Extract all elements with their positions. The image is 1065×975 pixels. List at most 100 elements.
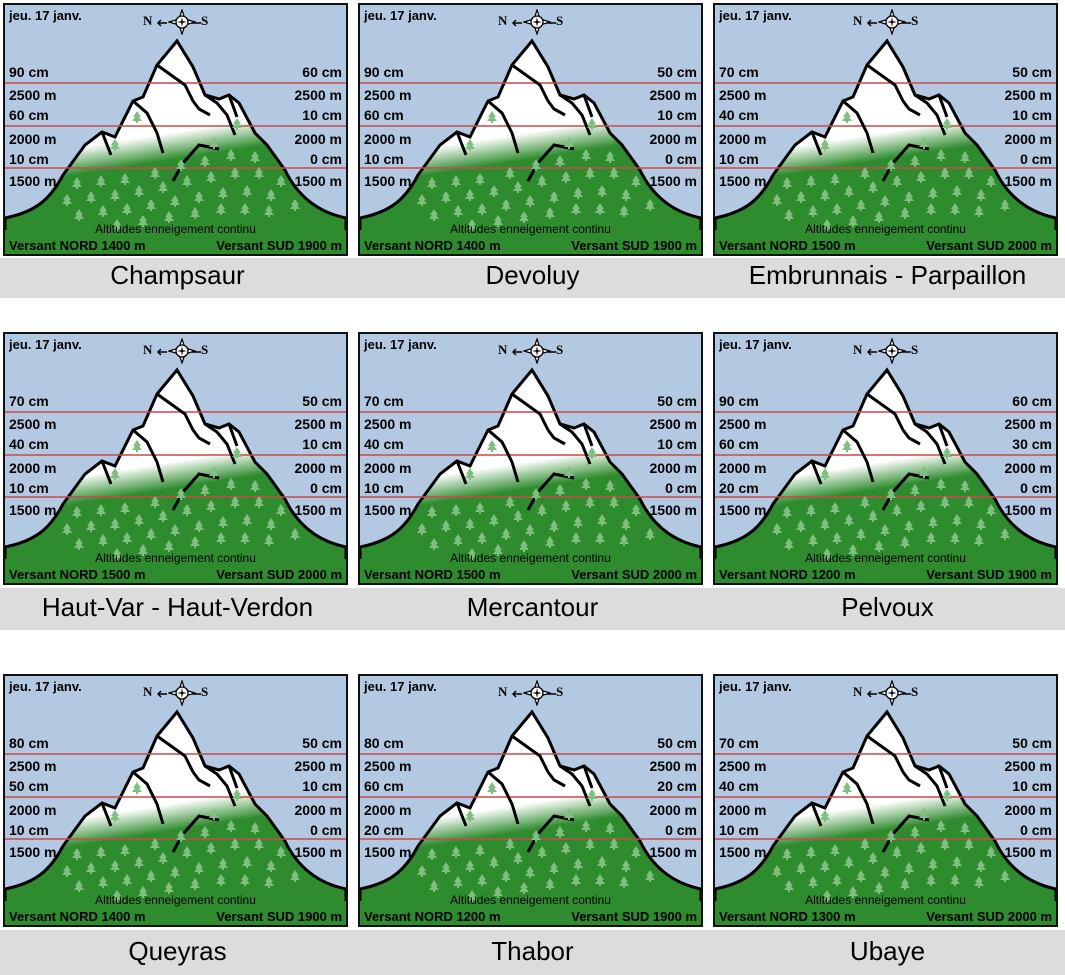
tree-icon [587, 447, 597, 459]
tree-icon [465, 139, 475, 151]
north-depth-top: 70 cm [9, 393, 49, 409]
tree-icon [170, 195, 180, 207]
tree-icon [942, 118, 952, 130]
tree-icon [525, 195, 535, 207]
snow-panel: jeu. 17 janv. N S 70 cm 2500 m 40 cm 200… [358, 332, 703, 585]
tree-icon [782, 848, 792, 860]
tree-icon [138, 886, 148, 898]
south-depth-top: 60 cm [302, 64, 342, 80]
tree-icon [609, 838, 619, 850]
arrow-right-icon [192, 22, 201, 24]
north-slope-altitude: Versant NORD 1500 m [9, 567, 146, 582]
tree-icon [645, 528, 655, 540]
tree-icon [832, 532, 842, 544]
altitude-2500-left: 2500 m [719, 416, 767, 432]
arrow-right-icon [902, 22, 911, 24]
tree-icon [158, 181, 168, 193]
altitude-2000-right: 2000 m [649, 802, 697, 818]
massif-name: Champsaur [110, 260, 245, 290]
tree-icon [892, 846, 902, 858]
tree-icon [96, 504, 106, 516]
altitude-2000-right: 2000 m [294, 460, 342, 476]
tree-icon [242, 514, 252, 526]
tree-icon [150, 838, 160, 850]
tree-icon [417, 865, 427, 877]
south-depth-mid: 30 cm [1012, 436, 1052, 452]
tree-icon [856, 528, 866, 540]
north-slope-altitude: Versant NORD 1400 m [9, 909, 146, 924]
tree-icon [772, 523, 782, 535]
north-depth-low: 20 cm [719, 480, 759, 496]
north-depth-mid: 60 cm [719, 436, 759, 452]
tree-icon [146, 199, 156, 211]
massif-name: Embrunnais - Parpaillon [748, 260, 1027, 290]
altitude-1500-left: 1500 m [364, 502, 412, 518]
tree-icon [427, 506, 437, 518]
tree-icon [986, 504, 996, 516]
compass-rose-icon [168, 9, 196, 35]
south-label: S [201, 13, 209, 28]
forecast-date: jeu. 17 janv. [719, 337, 792, 352]
north-slope-altitude: Versant NORD 1500 m [364, 567, 501, 582]
tree-icon [605, 822, 615, 834]
tree-icon [429, 880, 439, 892]
tree-icon [242, 185, 252, 197]
tree-icon [158, 510, 168, 522]
tree-icon [960, 480, 970, 492]
tree-icon [842, 782, 852, 794]
tree-icon [597, 514, 607, 526]
south-slope-altitude: Versant SUD 2000 m [926, 909, 1052, 924]
massif-cell: jeu. 17 janv. N S 70 cm 2500 m 40 cm 200… [355, 332, 710, 626]
tree-icon [493, 886, 503, 898]
tree-icon [72, 506, 82, 518]
massif-name: Pelvoux [841, 592, 934, 622]
tree-icon [493, 544, 503, 556]
tree-icon [950, 874, 960, 886]
tree-icon [904, 520, 914, 532]
altitude-2500-left: 2500 m [364, 758, 412, 774]
tree-icon [110, 468, 120, 480]
tree-icon [808, 205, 818, 217]
tree-icon [138, 215, 148, 227]
tree-icon [465, 860, 475, 872]
compass: N S [494, 680, 574, 706]
tree-icon [585, 167, 595, 179]
tree-icon [487, 782, 497, 794]
tree-icon [200, 155, 210, 167]
tree-icon [842, 111, 852, 123]
arrow-left-icon [157, 690, 167, 698]
mountain-illustration [5, 334, 346, 583]
tree-icon [489, 856, 499, 868]
tree-icon [942, 789, 952, 801]
tree-icon [120, 173, 130, 185]
tree-icon [164, 211, 174, 223]
tree-icon [86, 520, 96, 532]
south-slope-altitude: Versant SUD 2000 m [571, 567, 697, 582]
south-depth-mid: 10 cm [657, 107, 697, 123]
tree-icon [545, 536, 555, 548]
compass: N S [494, 9, 574, 35]
tree-icon [250, 480, 260, 492]
tree-icon [772, 865, 782, 877]
tree-icon [505, 496, 515, 508]
forecast-date: jeu. 17 janv. [364, 337, 437, 352]
tree-icon [645, 870, 655, 882]
tree-icon [176, 488, 186, 500]
tree-icon [609, 167, 619, 179]
continuous-snow-label: Altitudes enneigement continu [450, 551, 611, 565]
tree-icon [974, 205, 984, 217]
tree-icon [886, 830, 896, 842]
tree-icon [170, 524, 180, 536]
altitude-2500-left: 2500 m [9, 87, 57, 103]
tree-icon [940, 838, 950, 850]
arrow-left-icon [512, 690, 522, 698]
tree-icon [880, 195, 890, 207]
north-slope-altitude: Versant NORD 1200 m [719, 567, 856, 582]
mountain-illustration [715, 334, 1056, 583]
tree-icon [134, 514, 144, 526]
snow-panel: jeu. 17 janv. N S 90 cm 2500 m 60 cm 200… [358, 3, 703, 256]
altitude-1500-left: 1500 m [364, 844, 412, 860]
continuous-snow-label: Altitudes enneigement continu [450, 893, 611, 907]
tree-icon [581, 478, 591, 490]
compass: N S [849, 9, 929, 35]
